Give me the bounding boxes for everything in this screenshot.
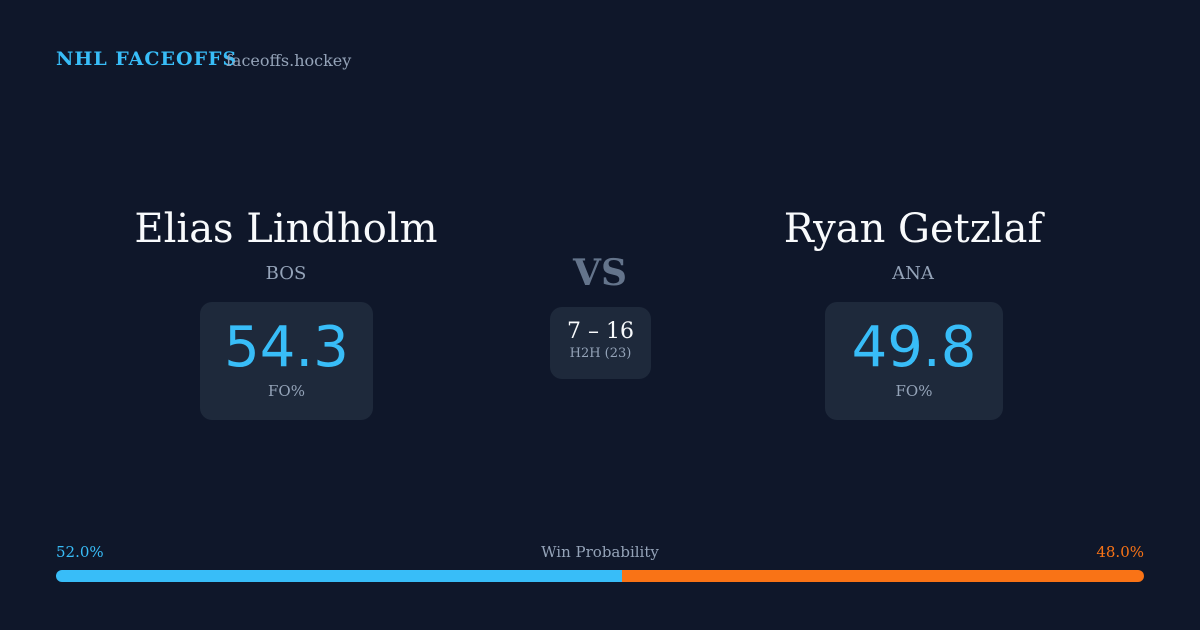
brand: NHL FACEOFFS — [56, 48, 238, 70]
player-name: Elias Lindholm — [134, 206, 438, 252]
win-prob-right: 48.0% — [1096, 543, 1144, 561]
versus: VS — [573, 252, 627, 294]
win-prob-title: Win Probability — [541, 543, 659, 561]
team: ANA — [892, 263, 934, 284]
fo-card: 49.8 FO% — [825, 302, 1003, 420]
win-prob-left: 52.0% — [56, 543, 104, 561]
h2h-label: H2H (23) — [569, 346, 632, 361]
fo-card: 54.3 FO% — [200, 302, 373, 420]
team: BOS — [265, 263, 307, 284]
win-prob-segment — [621, 570, 1144, 582]
player-name: Ryan Getzlaf — [783, 206, 1043, 252]
fo-label: FO% — [268, 382, 305, 400]
h2h-card: 7 – 16 H2H (23) — [550, 307, 651, 379]
win-prob-segment — [56, 570, 622, 582]
h2h-score: 7 – 16 — [567, 319, 634, 344]
fo-value: 54.3 — [224, 315, 349, 380]
site: faceoffs.hockey — [226, 51, 352, 70]
win-prob-bar — [56, 570, 1144, 582]
fo-label: FO% — [895, 382, 933, 400]
fo-value: 49.8 — [851, 315, 977, 380]
